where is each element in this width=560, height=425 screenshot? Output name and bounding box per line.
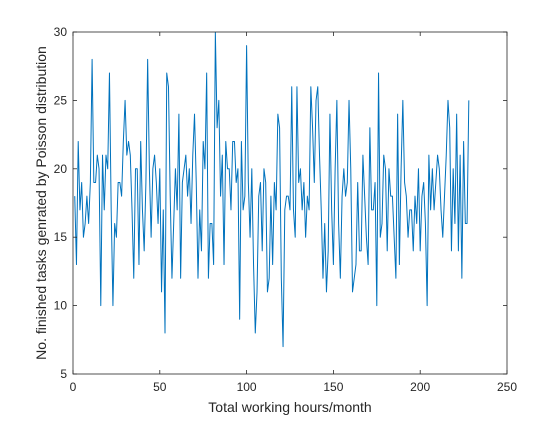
y-tick-label: 30 <box>54 25 68 39</box>
x-tick-label: 50 <box>153 380 167 394</box>
x-tick-label: 200 <box>410 380 430 394</box>
y-axis-label: No. finished tasks genrated by Poisson d… <box>33 46 49 360</box>
y-tick-label: 25 <box>54 93 68 107</box>
y-tick-label: 20 <box>54 162 68 176</box>
x-tick-label: 250 <box>497 380 517 394</box>
x-axis-label: Total working hours/month <box>208 399 371 415</box>
x-tick-label: 150 <box>323 380 343 394</box>
y-tick-label: 15 <box>54 230 68 244</box>
y-tick-label: 5 <box>60 367 67 381</box>
series-line-0 <box>74 32 470 348</box>
x-tick-label: 100 <box>237 380 257 394</box>
y-tick-label: 10 <box>54 299 68 313</box>
x-tick-label: 0 <box>70 380 77 394</box>
axes-box <box>72 31 508 375</box>
